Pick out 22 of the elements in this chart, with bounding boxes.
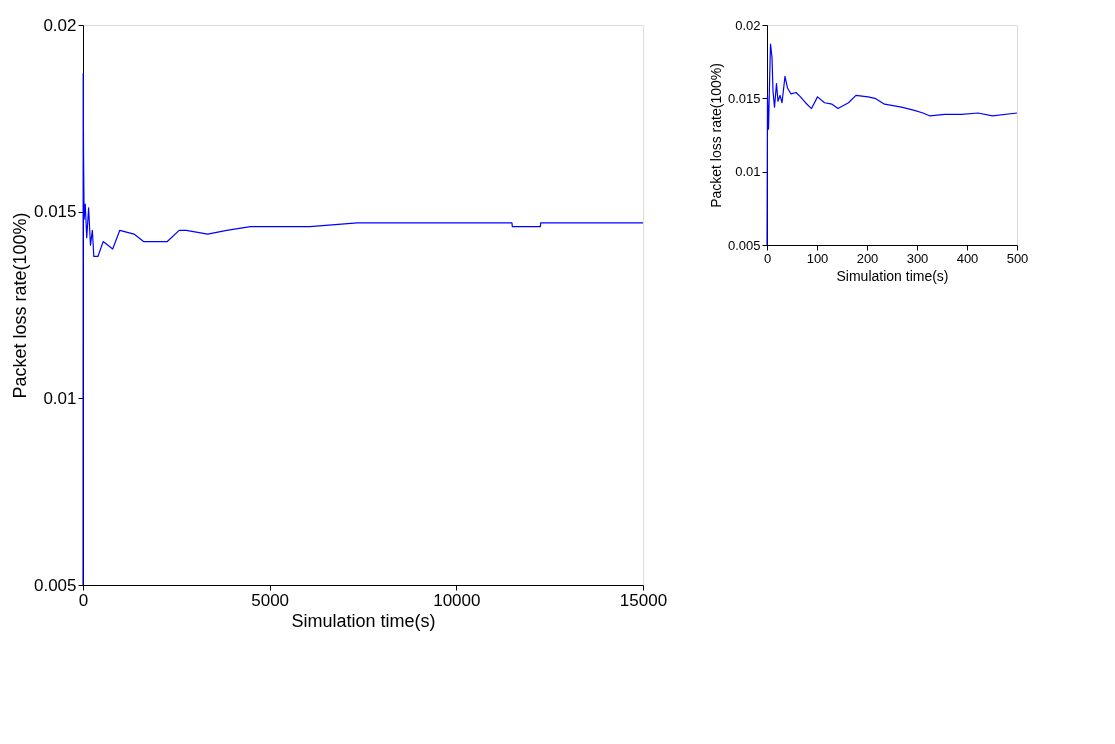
y-axis-title: Packet loss rate(100%) <box>707 63 724 208</box>
y-tick-label: 0.015 <box>33 202 77 222</box>
x-tick-label: 100 <box>806 250 829 266</box>
y-tick-label: 0.02 <box>735 17 761 33</box>
x-tick-label: 200 <box>856 250 879 266</box>
x-tick-label: 10000 <box>433 590 481 610</box>
y-tick-label: 0.005 <box>33 575 77 595</box>
x-axis-title: Simulation time(s) <box>291 610 436 631</box>
x-axis-title: Simulation time(s) <box>836 267 949 284</box>
y-tick-label: 0.01 <box>735 164 761 180</box>
x-tick-label: 300 <box>906 250 929 266</box>
y-tick-label: 0.015 <box>727 90 761 106</box>
x-tick-label: 500 <box>1006 250 1029 266</box>
y-tick-label: 0.02 <box>43 15 77 35</box>
x-tick-label: 400 <box>956 250 979 266</box>
x-tick-label: 0 <box>78 590 89 610</box>
x-tick-label: 15000 <box>619 590 668 610</box>
y-axis-title: Packet loss rate(100%) <box>9 212 30 399</box>
y-tick-label: 0.005 <box>727 237 761 253</box>
x-tick-label: 5000 <box>251 590 290 610</box>
y-tick-label: 0.01 <box>43 388 77 408</box>
x-tick-label: 0 <box>763 250 772 266</box>
